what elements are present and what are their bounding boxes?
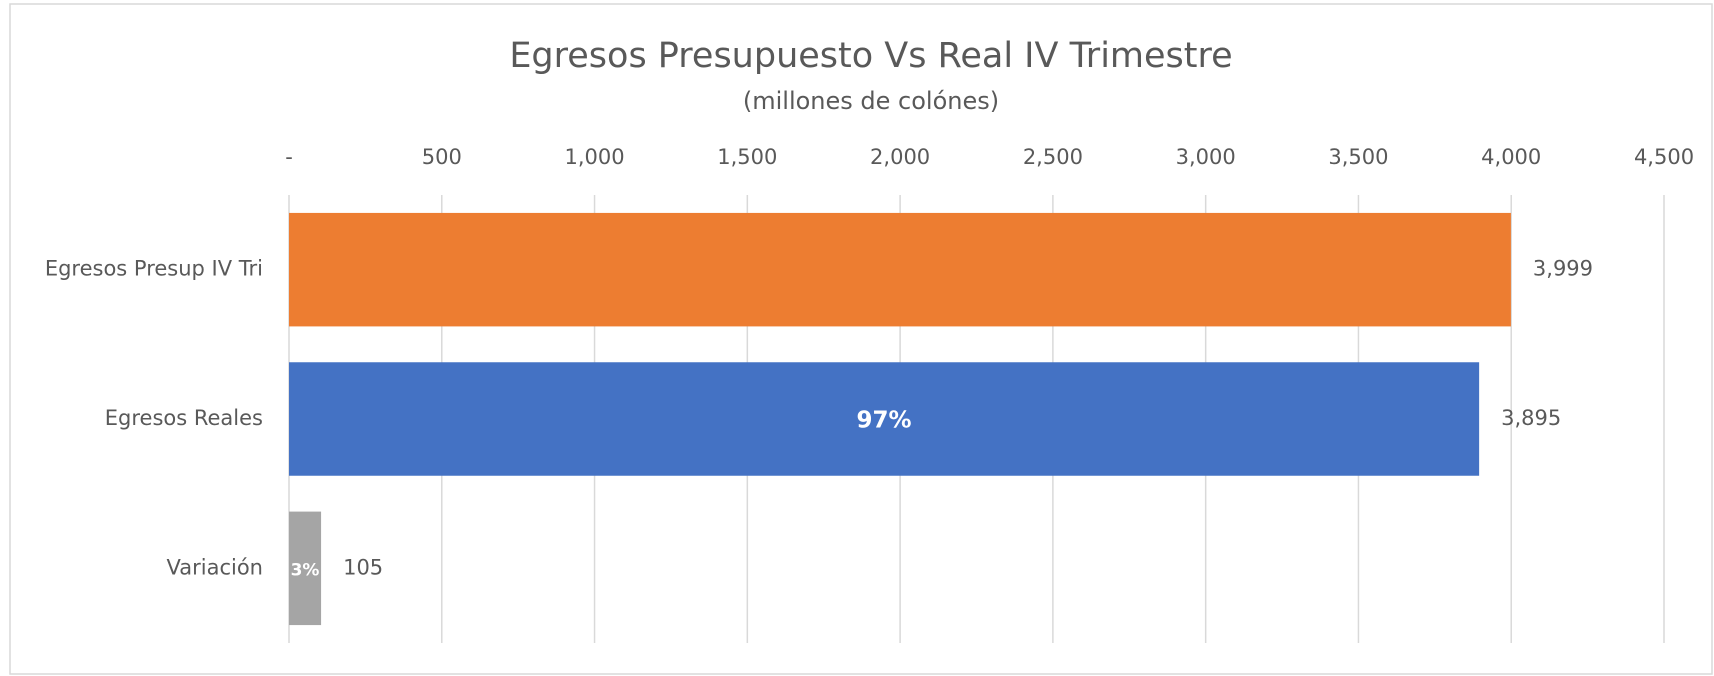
y-tick-label: Egresos Presup IV Tri	[45, 257, 263, 281]
x-tick-label: -	[285, 145, 293, 169]
y-tick-label: Variación	[167, 555, 263, 579]
inner-label: 97%	[857, 408, 912, 434]
x-tick-label: 500	[422, 145, 462, 169]
x-tick-label: 1,500	[717, 145, 777, 169]
bar	[289, 212, 1511, 327]
inner-label: 3%	[291, 560, 320, 580]
y-tick-label: Egresos Reales	[105, 406, 263, 430]
value-label: 105	[343, 555, 383, 579]
chart-subtitle: (millones de colónes)	[743, 87, 999, 115]
x-tick-label: 4,000	[1481, 145, 1541, 169]
x-tick-label: 4,500	[1634, 145, 1694, 169]
value-label: 3,999	[1533, 257, 1593, 281]
x-tick-label: 2,500	[1023, 145, 1083, 169]
bar	[289, 362, 1480, 476]
x-tick-label: 3,000	[1176, 145, 1236, 169]
value-label: 3,895	[1501, 406, 1561, 430]
chart-title: Egresos Presupuesto Vs Real IV Trimestre	[509, 36, 1232, 76]
x-tick-label: 3,500	[1328, 145, 1388, 169]
bar	[289, 511, 322, 626]
x-tick-label: 2,000	[870, 145, 930, 169]
x-tick-label: 1,000	[564, 145, 624, 169]
